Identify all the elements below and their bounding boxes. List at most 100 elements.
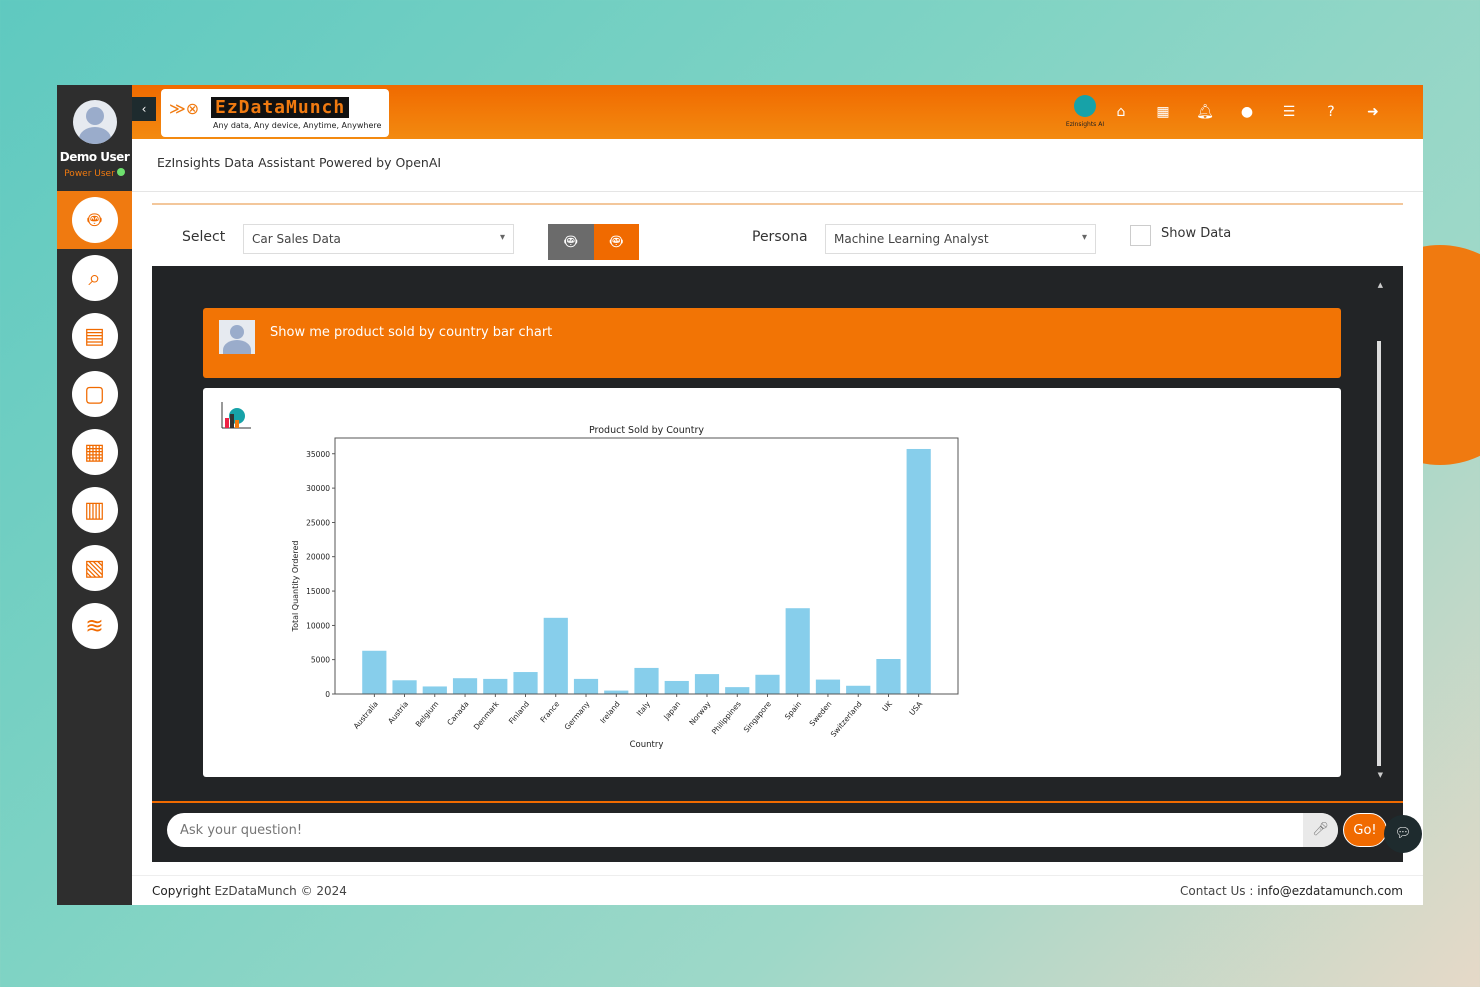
x-tick-label: Denmark — [472, 699, 501, 732]
reader-bot-mode-button[interactable]: 🤖︎ — [593, 224, 639, 260]
ezinsights-ai-icon — [221, 402, 251, 429]
assistant-response: Product Sold by Country Australia Austria B… — [203, 388, 1341, 777]
logo-tagline: Any data, Any device, Anytime, Anywhere — [213, 121, 382, 130]
logo[interactable]: ≫⊗ EzDataMunch Any data, Any device, Any… — [161, 89, 389, 137]
user-message: Show me product sold by country bar char… — [203, 308, 1341, 378]
chat-bot-mode-button[interactable]: 🤖︎ — [548, 224, 594, 260]
user-role-text: Power User — [64, 169, 115, 179]
top-bar: ‹ ≫⊗ EzDataMunch Any data, Any device, A… — [132, 85, 1423, 139]
bar-germany — [573, 678, 599, 694]
scroll-down-arrow[interactable]: ▼ — [1377, 771, 1383, 779]
app-window: Demo User Power User 🤖︎ ⌕ ▤ ▢ ▦ ▥ ▧ ≋ ‹ ≫⊗ EzDa… — [57, 85, 1423, 905]
bar-switzerland — [846, 685, 871, 694]
persona-select[interactable]: Machine Learning Analyst — [825, 224, 1096, 254]
x-tick-label: UK — [880, 699, 894, 714]
x-tick-label: Philippines — [710, 699, 743, 736]
chart-title: Product Sold by Country — [589, 425, 704, 436]
sidebar-item-presentation-chart[interactable]: ▥ — [57, 481, 132, 539]
copyright-text: EzDataMunch © 2024 — [214, 884, 347, 898]
x-tick-label: Japan — [661, 699, 682, 722]
copyright: Copyright EzDataMunch © 2024 — [152, 884, 347, 898]
mode-toggle: 🤖︎ 🤖︎ — [548, 224, 639, 260]
y-tick-label: 30000 — [306, 484, 330, 493]
y-tick-label: 5000 — [311, 656, 330, 665]
page-subtitle: EzInsights Data Assistant Powered by Ope… — [157, 155, 442, 170]
x-tick-label: Italy — [635, 699, 653, 718]
copyright-prefix: Copyright — [152, 884, 211, 898]
x-tick-label: Spain — [783, 699, 804, 721]
sidebar-item-report-layout[interactable]: ▢ — [57, 365, 132, 423]
show-data-checkbox[interactable] — [1130, 225, 1151, 246]
microphone-icon[interactable]: 🎤︎ — [1303, 813, 1338, 847]
dashboard-monitor-icon: ▤ — [71, 313, 118, 359]
ezinsights-ai-logo[interactable]: EzInsights AI — [1065, 93, 1105, 135]
bar-australia — [362, 650, 387, 694]
user-message-text: Show me product sold by country bar char… — [270, 325, 553, 340]
document-chart-icon: ▧ — [71, 545, 118, 591]
user-name: Demo User — [59, 150, 130, 164]
bar-philippines — [725, 687, 750, 694]
sidebar-item-dashboard-monitor[interactable]: ▤ — [57, 307, 132, 365]
footer: Copyright EzDataMunch © 2024 Contact Us … — [132, 875, 1423, 905]
y-tick-label: 0 — [325, 690, 330, 699]
bell-icon[interactable]: 🔔︎ — [1196, 104, 1214, 120]
grid-table-icon: ▦ — [71, 429, 118, 475]
y-tick-label: 25000 — [306, 518, 330, 527]
scrollbar[interactable] — [1377, 341, 1381, 766]
report-layout-icon: ▢ — [71, 371, 118, 417]
x-tick-label: Ireland — [598, 699, 622, 725]
scroll-up-arrow[interactable]: ▲ — [1377, 281, 1383, 289]
user-role: Power User — [57, 168, 132, 179]
logout-icon[interactable]: ➜ — [1367, 104, 1379, 120]
ai-label: EzInsights AI — [1065, 121, 1105, 128]
analytics-search-icon: ⌕ — [71, 255, 118, 301]
sidebar-item-analytics-search[interactable]: ⌕ — [57, 249, 132, 307]
sidebar: Demo User Power User 🤖︎ ⌕ ▤ ▢ ▦ ▥ ▧ ≋ — [57, 85, 132, 905]
bar-denmark — [483, 678, 508, 694]
chat-area: ▲ ▼ Show me product sold by country bar … — [152, 266, 1403, 801]
grid-icon[interactable]: ▦ — [1156, 104, 1170, 120]
sidebar-item-document-chart[interactable]: ▧ — [57, 539, 132, 597]
bar-norway — [694, 674, 720, 694]
chat-bubble-button[interactable]: 💬︎ — [1384, 815, 1422, 853]
bar-italy — [634, 667, 659, 694]
list-icon[interactable]: ☰ — [1282, 104, 1296, 120]
show-data-label: Show Data — [1161, 226, 1232, 241]
divider — [132, 191, 1423, 192]
plot-frame — [334, 437, 959, 695]
x-tick-label: Switzerland — [829, 699, 864, 738]
input-bar: 🎤︎ Go! — [152, 801, 1403, 862]
bar-austria — [392, 680, 417, 694]
collapse-sidebar-button[interactable]: ‹ — [132, 97, 156, 121]
bar-ireland — [604, 690, 629, 694]
x-tick-label: Finland — [507, 699, 531, 725]
avatar[interactable] — [73, 100, 117, 144]
x-axis-label: Country — [630, 740, 664, 750]
go-button[interactable]: Go! — [1343, 813, 1387, 847]
robot-data-icon: 🤖︎ — [71, 197, 118, 243]
x-tick-label: Austria — [386, 700, 410, 726]
online-status-icon — [116, 168, 125, 176]
help-icon[interactable]: ? — [1327, 104, 1335, 120]
contact-email-link[interactable]: info@ezdatamunch.com — [1257, 884, 1403, 898]
x-tick-label: Canada — [445, 700, 470, 728]
user-avatar — [219, 320, 255, 354]
x-tick-label: Singapore — [742, 699, 773, 734]
sidebar-item-robot-data[interactable]: 🤖︎ — [57, 191, 132, 249]
bar-uk — [876, 658, 901, 694]
globe-icon[interactable]: ● — [1240, 104, 1254, 120]
sidebar-item-data-lake[interactable]: ≋ — [57, 597, 132, 655]
y-tick-label: 20000 — [306, 553, 330, 562]
sidebar-item-grid-table[interactable]: ▦ — [57, 423, 132, 481]
question-input[interactable] — [167, 813, 1338, 847]
y-tick-label: 35000 — [306, 450, 330, 459]
dataset-select[interactable]: Car Sales Data — [243, 224, 514, 254]
x-tick-label: Sweden — [808, 699, 834, 728]
x-tick-label: France — [538, 699, 561, 724]
x-tick-label: Germany — [562, 699, 591, 732]
bar-sweden — [815, 679, 841, 694]
bar-usa — [906, 448, 931, 694]
home-icon[interactable]: ⌂ — [1116, 104, 1126, 120]
presentation-chart-icon: ▥ — [71, 487, 118, 533]
bar-singapore — [755, 674, 780, 694]
